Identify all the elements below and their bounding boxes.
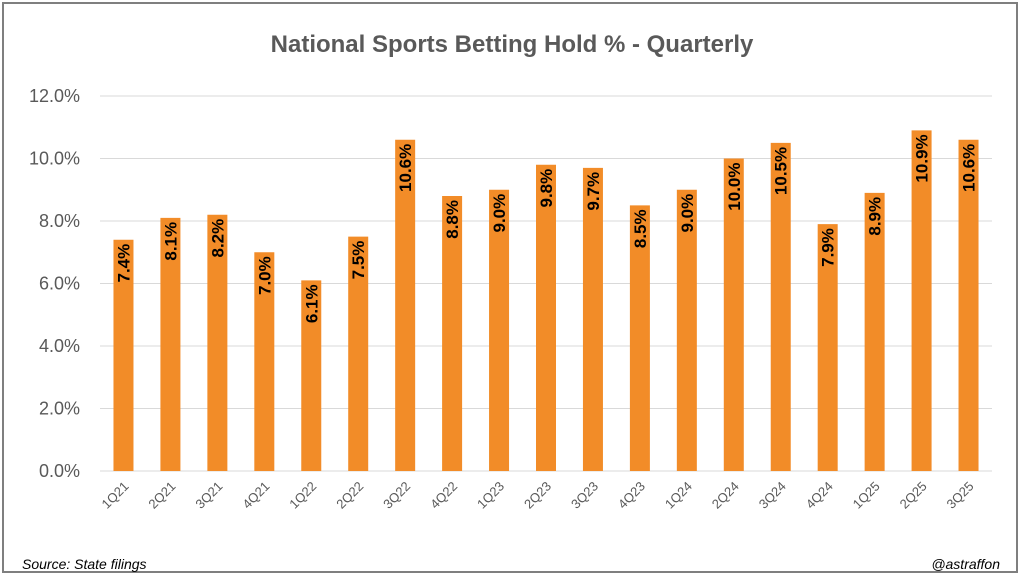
bar <box>301 280 322 471</box>
bar <box>489 189 510 471</box>
x-tick-label: 2Q22 <box>333 479 366 512</box>
bar-data-label: 8.9% <box>866 197 885 236</box>
x-tick-label: 1Q25 <box>850 479 883 512</box>
bar-data-label: 9.7% <box>584 172 603 211</box>
bar <box>817 224 838 471</box>
bar-data-label: 8.1% <box>161 222 180 261</box>
bar <box>864 192 885 471</box>
bar-data-label: 10.9% <box>913 134 932 182</box>
x-tick-label: 2Q23 <box>521 479 554 512</box>
bar-data-label: 9.0% <box>490 194 509 233</box>
bar-data-label: 7.9% <box>819 228 838 267</box>
x-tick-label: 1Q23 <box>474 479 507 512</box>
bar <box>442 196 463 471</box>
bar-data-label: 7.0% <box>255 256 274 295</box>
bar <box>207 214 228 471</box>
x-tick-label: 4Q23 <box>615 479 648 512</box>
chart-title: National Sports Betting Hold % - Quarter… <box>271 31 754 58</box>
bar-data-label: 7.4% <box>114 244 133 283</box>
y-tick-label: 6.0% <box>39 274 80 294</box>
bars <box>113 130 979 471</box>
bar-data-label: 8.5% <box>631 209 650 248</box>
y-tick-label: 10.0% <box>29 149 80 169</box>
x-tick-label: 3Q25 <box>944 479 977 512</box>
y-tick-label: 12.0% <box>29 86 80 106</box>
bar <box>676 189 697 471</box>
x-tick-label: 1Q24 <box>662 479 695 512</box>
bar-data-label: 7.5% <box>349 241 368 280</box>
y-tick-label: 8.0% <box>39 211 80 231</box>
bar <box>582 167 603 471</box>
y-tick-label: 4.0% <box>39 336 80 356</box>
bar <box>160 217 181 471</box>
y-tick-label: 0.0% <box>39 461 80 481</box>
credit-handle: @astraffon <box>931 556 1000 572</box>
bar <box>113 239 134 471</box>
bar-data-label: 10.5% <box>772 147 791 195</box>
bar <box>395 139 416 471</box>
bar <box>911 130 932 471</box>
x-tick-label: 3Q22 <box>380 479 413 512</box>
y-axis-ticks: 0.0% 2.0% 4.0% 6.0% 8.0% 10.0% 12.0% <box>29 86 80 481</box>
bar-data-label: 9.8% <box>537 169 556 208</box>
x-tick-label: 3Q24 <box>756 479 789 512</box>
x-tick-label: 3Q23 <box>568 479 601 512</box>
bar-data-label: 8.8% <box>443 200 462 239</box>
x-tick-label: 1Q22 <box>286 479 319 512</box>
bar <box>348 236 369 471</box>
source-note: Source: State filings <box>22 556 147 572</box>
data-labels: 7.4% 8.1% 8.2% 7.0% 6.1% 7.5% 10.6% 8.8% 9.0% 9.8… <box>114 134 978 323</box>
bar <box>629 205 650 471</box>
x-axis-ticks: 1Q21 2Q21 3Q21 4Q21 1Q22 2Q22 3Q22 4Q22 1Q23 2Q23… <box>98 479 976 512</box>
x-tick-label: 4Q24 <box>803 479 836 512</box>
x-tick-label: 4Q21 <box>239 479 272 512</box>
bar-data-label: 9.0% <box>678 194 697 233</box>
x-tick-label: 2Q24 <box>709 479 742 512</box>
bar <box>723 158 744 471</box>
x-tick-label: 2Q21 <box>145 479 178 512</box>
bar <box>536 164 556 471</box>
bar-data-label: 10.6% <box>960 144 979 192</box>
y-tick-label: 2.0% <box>39 399 80 419</box>
x-tick-label: 3Q21 <box>192 479 225 512</box>
bar-data-label: 6.1% <box>302 284 321 323</box>
x-tick-label: 4Q22 <box>427 479 460 512</box>
bar-data-label: 10.6% <box>396 144 415 192</box>
bar <box>770 142 791 471</box>
bar <box>254 252 275 471</box>
bar-data-label: 10.0% <box>725 163 744 211</box>
bar-data-label: 8.2% <box>208 219 227 258</box>
x-tick-label: 1Q21 <box>98 479 131 512</box>
x-tick-label: 2Q25 <box>897 479 930 512</box>
bar <box>958 139 979 471</box>
